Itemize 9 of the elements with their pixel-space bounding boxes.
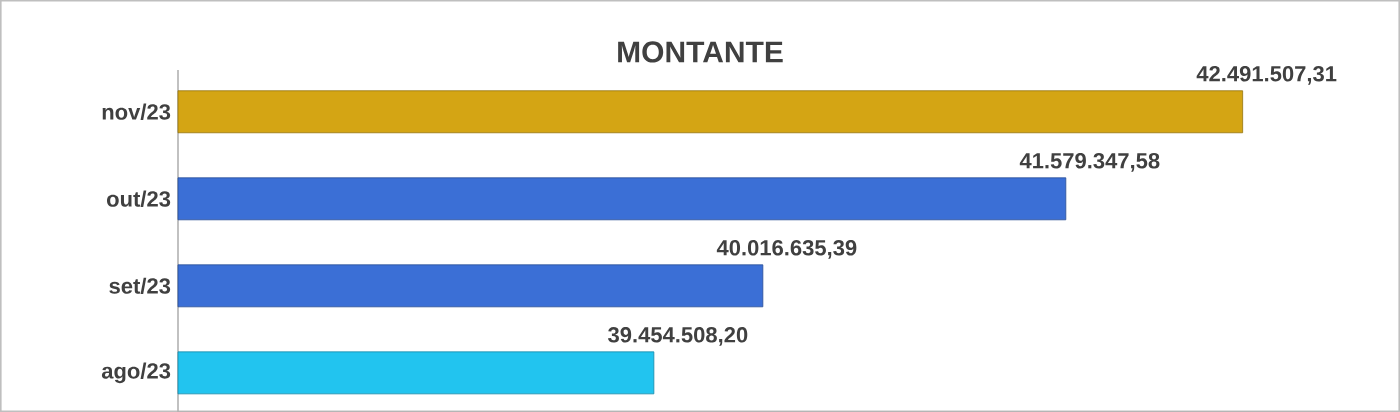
y-tick-label: nov/23 bbox=[102, 103, 171, 120]
y-tick-label: ago/23 bbox=[101, 362, 171, 384]
chart-title: MONTANTE bbox=[618, 41, 783, 63]
data-label: 39.454.508,20 bbox=[608, 327, 748, 346]
y-tick-label: set/23 bbox=[109, 277, 171, 295]
data-label: 40.016.635,39 bbox=[716, 240, 857, 259]
y-tick-label: out/23 bbox=[107, 190, 171, 207]
data-label: 42.491.507,31 bbox=[1196, 65, 1337, 85]
data-label: 41.579.347,58 bbox=[1019, 152, 1160, 172]
